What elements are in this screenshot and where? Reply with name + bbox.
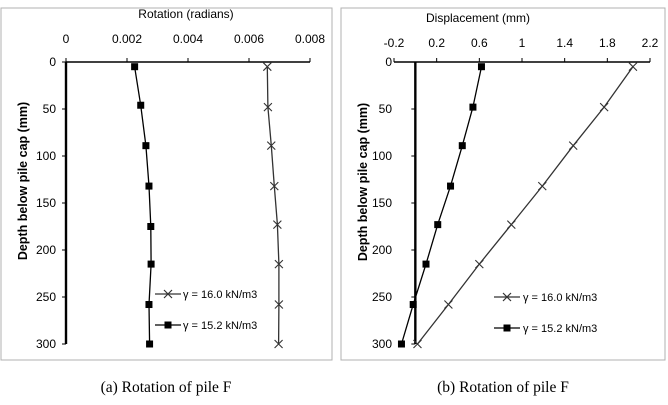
panel-a-series-2-point — [146, 340, 154, 348]
panel-a-y-tick-label: 200 — [36, 243, 56, 257]
panel-a-y-tick-label: 150 — [36, 196, 56, 210]
panel-a-y-tick-label: 300 — [36, 337, 56, 351]
legend-a-label-1: γ = 16.0 kN/m3 — [183, 289, 257, 301]
panel-a-series-1-point — [263, 102, 273, 112]
panel-b-y-tick-label: 150 — [372, 196, 392, 210]
panel-b-x-label: Displacement (mm) — [426, 11, 530, 25]
panel-a-x-tick-label: 0 — [63, 32, 70, 46]
panel-b-x-tick-label: 1.8 — [599, 36, 616, 50]
panel-a-x-tick-label: 0.008 — [295, 32, 325, 46]
panel-a-series-2-point — [147, 223, 155, 230]
panel-b-y-tick-label: 50 — [379, 102, 393, 116]
caption-b: (b) Rotation of pile F — [437, 379, 569, 396]
panel-b-x-tick-label: -0.2 — [384, 36, 405, 50]
panel-b-border — [340, 7, 666, 361]
panel-a-series-2-point — [131, 63, 139, 71]
panel-b-series-1-point — [628, 62, 638, 72]
legend-a-label-2: γ = 15.2 kN/m3 — [183, 320, 257, 332]
panel-a-series-1-point — [274, 339, 283, 349]
panel-b-y-label: Depth below pile cap (mm) — [356, 103, 370, 261]
panel-a-series-1-point — [274, 300, 284, 309]
legend-a-marker-x — [163, 289, 173, 299]
panel-b-series-1-point — [568, 141, 578, 151]
panel-a-x-label: Rotation (radians) — [138, 7, 233, 21]
panel-a-series-1-point — [266, 141, 276, 151]
legend-a-marker-square — [164, 321, 172, 329]
panel-a-series-2-line — [133, 66, 152, 345]
panel-b-series-2-point — [469, 103, 477, 111]
panel-b-series-1-point — [444, 300, 453, 309]
panel-a-series-1-point — [269, 181, 279, 191]
panel-a-x-tick-label: 0.004 — [173, 32, 203, 46]
panel-b-x-tick-label: 1.4 — [556, 36, 573, 50]
panel-a-series-2-point — [145, 301, 153, 309]
panel-b-y-tick-label: 250 — [372, 290, 392, 304]
panel-b-series-1-point — [537, 181, 547, 191]
panel-a-x-tick-label: 0.002 — [112, 32, 142, 46]
panel-a-y-tick-label: 250 — [36, 290, 56, 304]
panel-a-series-1-point — [274, 259, 284, 269]
panel-b-series-2-point — [458, 142, 466, 150]
panel-b-series-1-line — [416, 66, 634, 345]
panel-b-series-2-point — [434, 221, 442, 229]
legend-b-label-2: γ = 15.2 kN/m3 — [523, 323, 597, 335]
caption-a: (a) Rotation of pile F — [101, 379, 232, 396]
panel-b-series-2-point — [422, 260, 430, 268]
legend-b-label-1: γ = 16.0 kN/m3 — [523, 292, 597, 304]
panel-a-x-tick-label: 0.006 — [234, 32, 264, 46]
panel-a: Rotation (radians) Depth below pile cap … — [0, 7, 333, 361]
panel-b-series-1-point — [474, 259, 484, 269]
panel-b-series-2-point — [447, 182, 455, 190]
panel-b-y-tick-label: 100 — [372, 149, 392, 163]
legend-b-marker-square — [503, 324, 511, 332]
panel-b-y-tick-label: 200 — [372, 243, 392, 257]
panel-a-series-1-line — [266, 66, 280, 345]
panel-a-y-tick-label: 50 — [43, 102, 57, 116]
panel-b-series-2-point — [409, 301, 417, 309]
panel-b: Displacement (mm) Depth below pile cap (… — [340, 7, 666, 361]
panel-a-y-label: Depth below pile cap (mm) — [16, 102, 30, 260]
panel-b-series-1-point — [413, 339, 422, 349]
panel-b-series-2-line — [400, 66, 483, 345]
legend-b-marker-x — [502, 292, 512, 302]
panel-b-series-2-point — [397, 340, 405, 348]
panel-b-x-tick-label: 0.2 — [428, 36, 445, 50]
panel-b-x-tick-label: 1 — [519, 36, 526, 50]
panel-b-y-tick-label: 300 — [372, 337, 392, 351]
panel-b-y-tick-label: 0 — [385, 55, 392, 69]
panel-a-series-1-point — [262, 62, 272, 72]
panel-a-y-tick-label: 0 — [49, 55, 56, 69]
panel-b-series-2-point — [477, 63, 485, 71]
panel-a-series-2-point — [142, 142, 150, 150]
panel-b-x-tick-label: 0.6 — [471, 36, 488, 50]
panel-a-series-1-point — [272, 220, 282, 230]
panel-a-series-2-point — [145, 182, 153, 190]
panel-b-legend: γ = 16.0 kN/m3 γ = 15.2 kN/m3 — [494, 292, 597, 335]
panel-b-series-1-point — [599, 102, 609, 112]
panel-a-border — [0, 7, 333, 361]
panel-a-y-tick-label: 100 — [36, 149, 56, 163]
panel-a-series-2-point — [147, 260, 155, 268]
panel-a-series-2-point — [137, 101, 145, 109]
panel-b-x-tick-label: 2.2 — [642, 36, 659, 50]
panel-a-legend: γ = 16.0 kN/m3 γ = 15.2 kN/m3 — [155, 289, 257, 332]
panel-b-series-1-point — [506, 220, 516, 230]
